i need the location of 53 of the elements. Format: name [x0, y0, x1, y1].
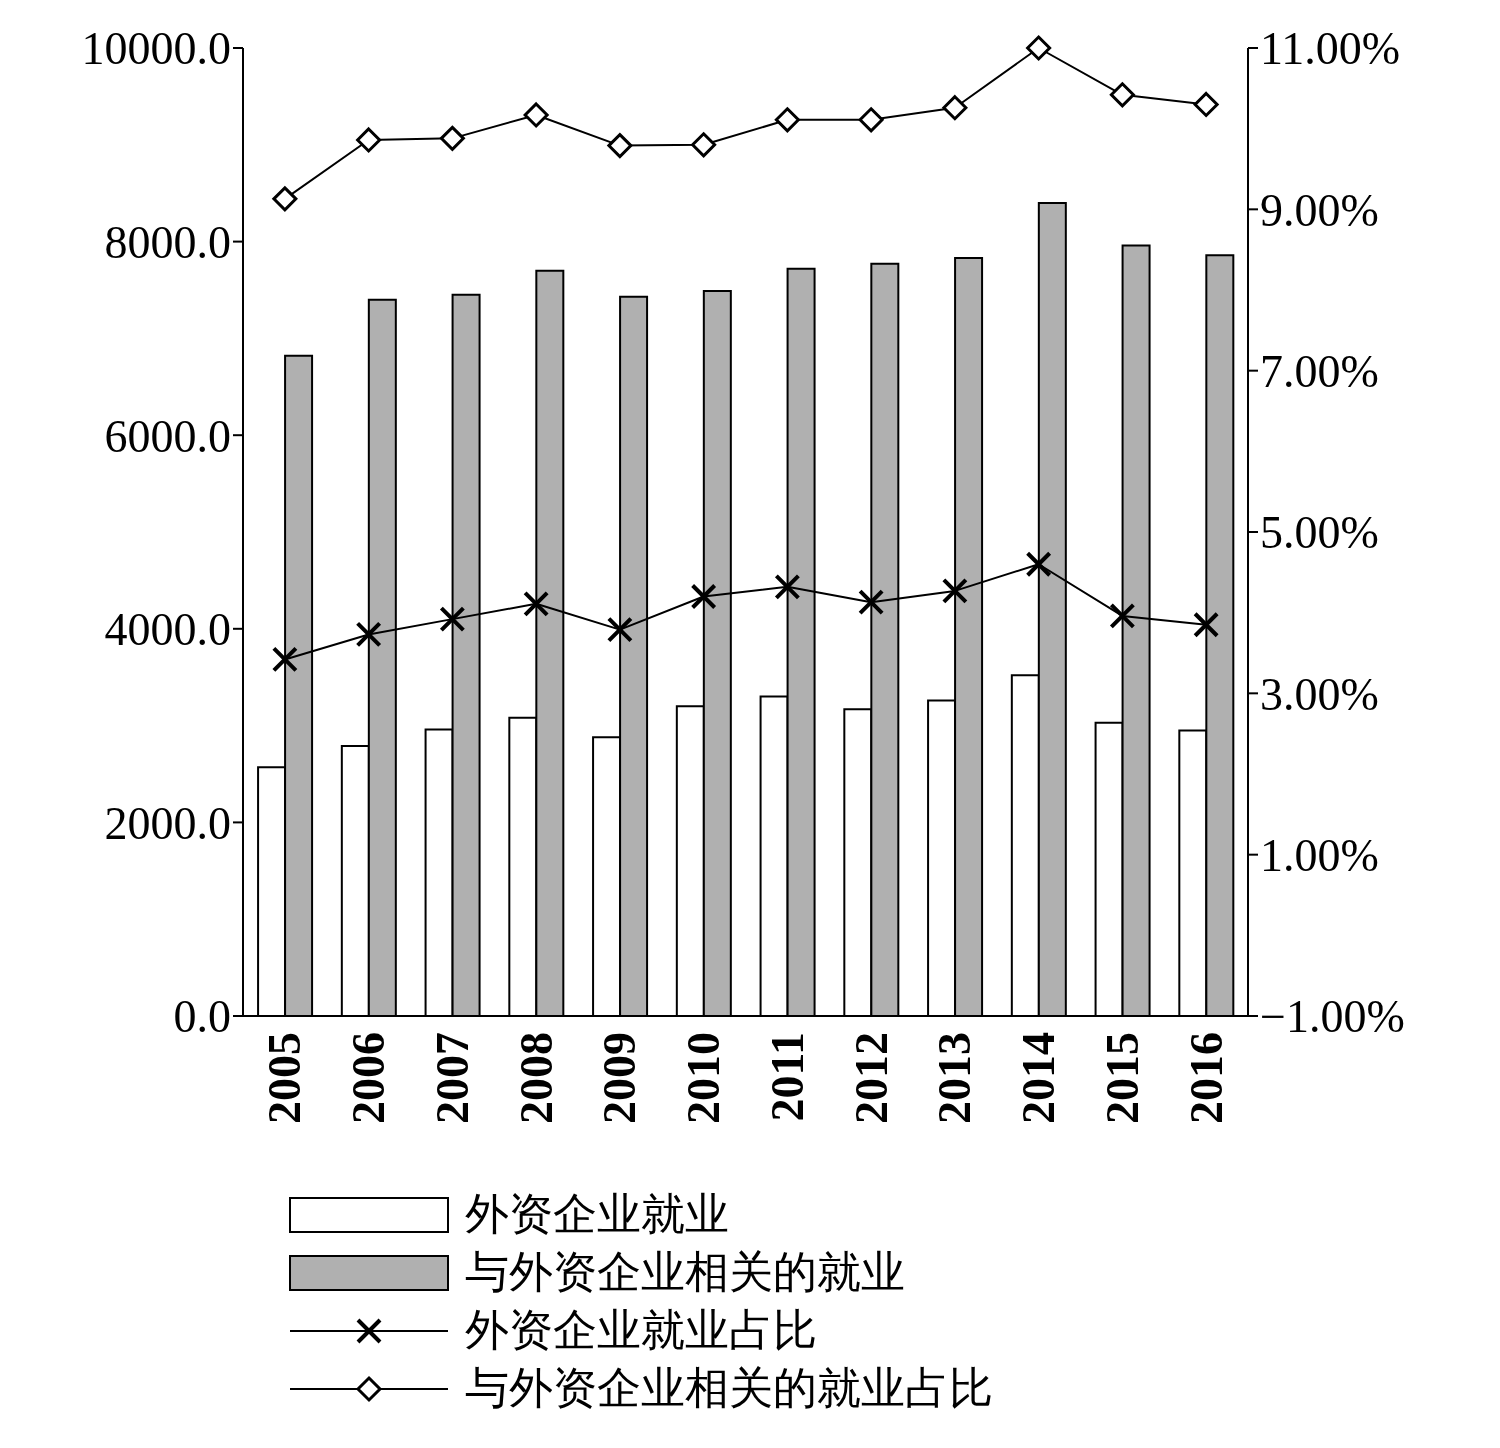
- point: [942, 95, 968, 121]
- y2-tick-label: −1.00%: [1260, 991, 1405, 1043]
- x-tick-label: 2007: [426, 1032, 478, 1124]
- point: [690, 583, 717, 610]
- point: [858, 589, 885, 616]
- point: [272, 186, 298, 212]
- y2-tick-label: 5.00%: [1260, 507, 1379, 559]
- y2-tick-label: 9.00%: [1260, 184, 1379, 236]
- point: [774, 573, 801, 600]
- x-tick-label: 2012: [845, 1032, 897, 1124]
- y-tick-label: 6000.0: [104, 410, 231, 462]
- y2-tick-label: 11.00%: [1260, 23, 1401, 75]
- point: [1025, 551, 1052, 578]
- point: [355, 621, 382, 648]
- y2-tick-label: 7.00%: [1260, 346, 1379, 397]
- y2-tick-label: 1.00%: [1260, 830, 1379, 881]
- point: [1109, 602, 1136, 629]
- point: [606, 616, 633, 643]
- x-tick-label: 2009: [594, 1032, 646, 1124]
- y2-tick-label: 3.00%: [1260, 668, 1379, 720]
- legend-label: 外资企业就业: [465, 1189, 729, 1241]
- point: [691, 132, 717, 158]
- x-tick-label: 2005: [259, 1032, 311, 1124]
- y-tick-label: 2000.0: [104, 797, 231, 849]
- point: [941, 577, 968, 604]
- point: [607, 133, 633, 159]
- point: [271, 646, 298, 673]
- y-tick-label: 0.0: [173, 991, 231, 1043]
- y-tick-label: 8000.0: [104, 216, 231, 268]
- x-tick-label: 2014: [1013, 1032, 1065, 1124]
- point: [1193, 91, 1219, 117]
- x-tick-label: 2013: [929, 1032, 981, 1124]
- point: [1193, 611, 1220, 638]
- x-tick-label: 2008: [510, 1032, 562, 1124]
- x-tick-label: 2011: [761, 1032, 813, 1122]
- x-tick-label: 2016: [1180, 1032, 1232, 1124]
- point: [439, 125, 465, 151]
- x-tick-label: 2010: [678, 1032, 730, 1124]
- point: [1109, 82, 1135, 108]
- point: [523, 590, 550, 617]
- legend-label: 与外资企业相关的就业: [465, 1247, 905, 1299]
- x-tick-label: 2006: [343, 1032, 395, 1124]
- point: [1026, 35, 1052, 61]
- point: [439, 606, 466, 633]
- y-tick-label: 10000.0: [81, 23, 231, 75]
- y-tick-label: 4000.0: [104, 604, 231, 656]
- x-tick-label: 2015: [1096, 1032, 1148, 1124]
- point: [858, 107, 884, 133]
- point: [774, 107, 800, 133]
- legend-label: 与外资企业相关的就业占比: [465, 1363, 993, 1415]
- legend-label: 外资企业就业占比: [465, 1305, 817, 1357]
- point: [356, 127, 382, 153]
- point: [523, 102, 549, 128]
